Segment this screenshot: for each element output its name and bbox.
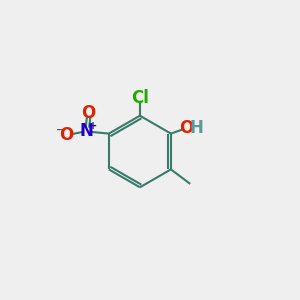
Text: +: + bbox=[89, 121, 98, 131]
Text: O: O bbox=[59, 126, 73, 144]
Text: −: − bbox=[56, 125, 64, 135]
Text: H: H bbox=[189, 119, 203, 137]
Text: ·: · bbox=[189, 119, 194, 137]
Text: O: O bbox=[179, 119, 194, 137]
Text: Cl: Cl bbox=[131, 89, 149, 107]
Text: N: N bbox=[80, 122, 94, 140]
Text: O: O bbox=[81, 104, 95, 122]
